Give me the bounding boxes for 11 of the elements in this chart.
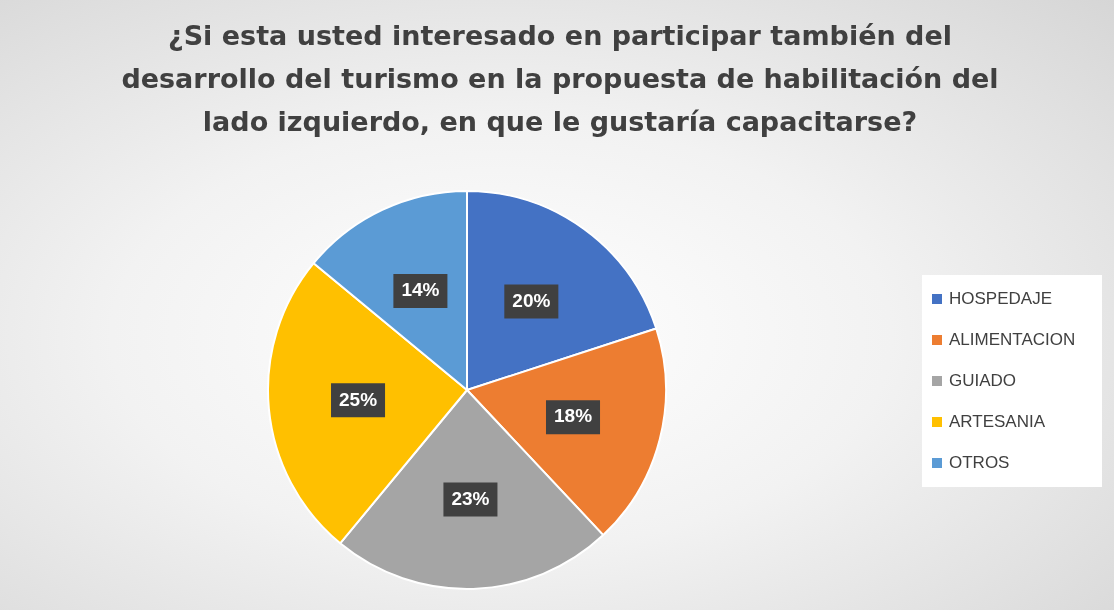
legend-label: GUIADO <box>949 370 1017 390</box>
legend-label: OTROS <box>949 452 1010 472</box>
data-label: 25% <box>339 388 378 410</box>
data-label: 18% <box>554 405 593 427</box>
chart-title: ¿Si esta usted interesado en participar también del desarrollo del turismo en la propuesta de habilitación del lado izquierdo, en que le gustaría capacitarse? <box>120 19 1000 139</box>
legend-label: HOSPEDAJE <box>949 288 1052 308</box>
legend-label: ALIMENTACION <box>949 329 1076 349</box>
data-label: 20% <box>512 289 551 311</box>
legend-label: ARTESANIA <box>949 411 1046 431</box>
data-label: 23% <box>451 487 490 509</box>
data-label: 14% <box>401 279 440 301</box>
